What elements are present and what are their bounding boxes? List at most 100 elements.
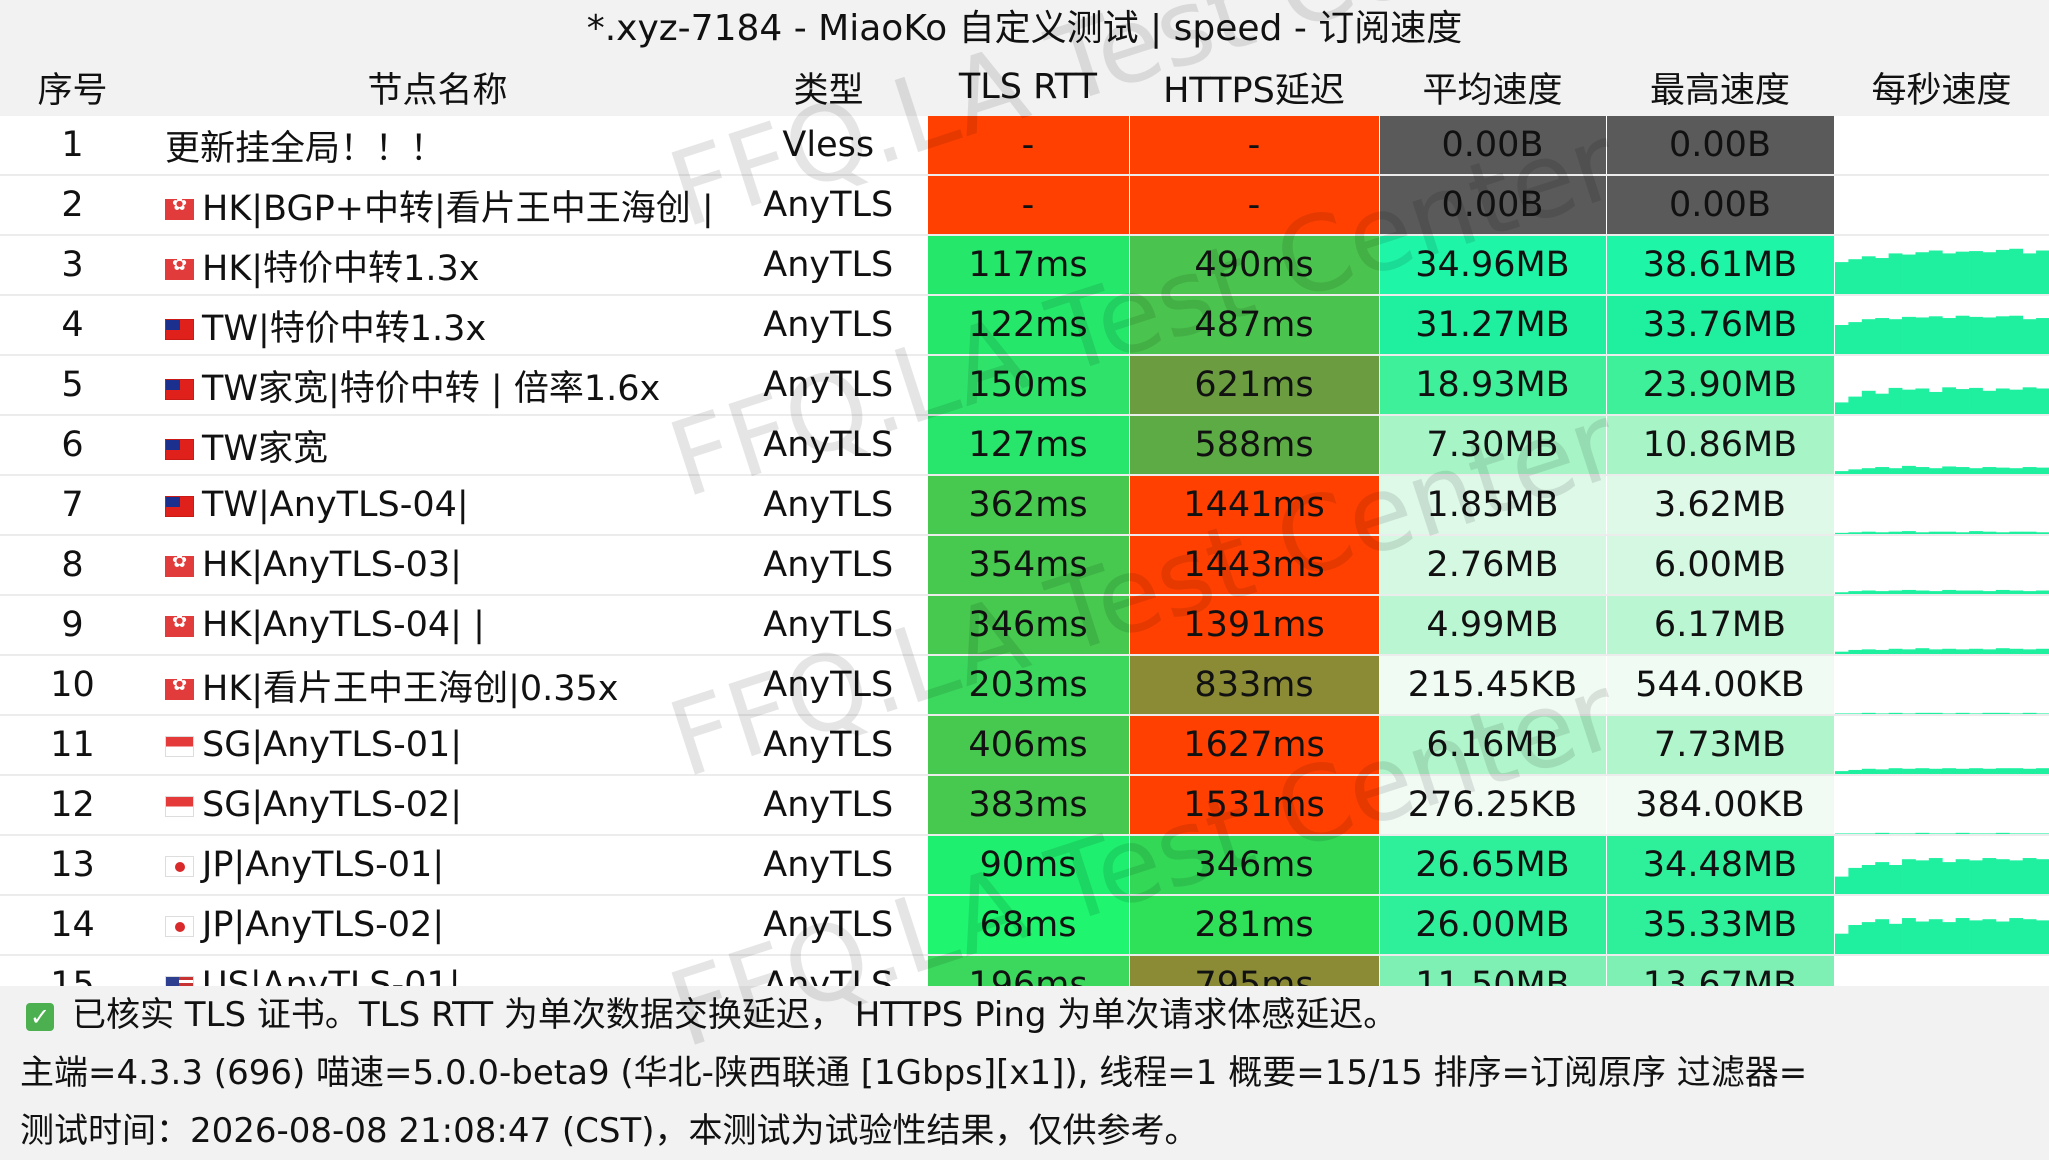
sparkline-bar: [1914, 860, 1929, 893]
node-name: SG|AnyTLS-01|: [202, 725, 463, 765]
node-name-cell: TW家宽|特价中转 | 倍率1.6x: [145, 355, 730, 416]
node-name: 更新挂全局！！！: [165, 128, 446, 169]
node-type: AnyTLS: [730, 775, 927, 836]
sparkline-bar: [1834, 402, 1849, 413]
sparkline-bar: [1874, 919, 1889, 953]
table-row[interactable]: 5 TW家宽|特价中转 | 倍率1.6x AnyTLS 150ms 621ms 18.93…: [0, 355, 2049, 416]
col-header-name[interactable]: 节点名称: [145, 58, 730, 116]
node-name-cell: SG|AnyTLS-01|: [145, 715, 730, 776]
sparkline-bar: [2022, 712, 2036, 713]
sparkline-bar: [1981, 467, 1996, 473]
node-name-cell: HK|AnyTLS-03|: [145, 535, 730, 596]
tls-rtt: 127ms: [926, 415, 1130, 476]
avg-speed: 2.76MB: [1378, 535, 1607, 596]
per-second-sparkline: [1834, 295, 2049, 356]
node-name: HK|BGP+中转|看片王中王海创 |: [202, 188, 714, 229]
sparkline-bar: [1981, 919, 1996, 953]
sparkline-bar: [1861, 833, 1875, 834]
sparkline-bar: [1955, 389, 1969, 413]
col-header-per-second-speed[interactable]: 每秒速度: [1834, 58, 2049, 116]
tls-rtt: 362ms: [926, 475, 1130, 536]
col-header-index[interactable]: 序号: [0, 58, 145, 116]
col-header-avg-speed[interactable]: 平均速度: [1379, 58, 1606, 116]
sparkline-bar: [1928, 649, 1943, 653]
sparkline-bar: [1834, 771, 1849, 773]
sparkline-bar: [1834, 262, 1849, 293]
table-row[interactable]: 6 TW家宽 AnyTLS 127ms 588ms 7.30MB 10.86MB: [0, 415, 2049, 476]
sparkline-bar: [1847, 532, 1862, 533]
table-row[interactable]: 1 更新挂全局！！！ Vless - -0.00B 0.00B: [0, 116, 2049, 176]
sparkline-chart: [1834, 768, 2049, 773]
sparkline-bar: [2022, 919, 2036, 953]
sparkline-bar: [1847, 259, 1862, 293]
node-name: HK|AnyTLS-04| |: [202, 605, 485, 645]
sparkline-bar: [1888, 253, 1902, 293]
node-name-cell: HK|BGP+中转|看片王中王海创 |: [145, 175, 730, 236]
sparkline-bar: [1914, 921, 1929, 953]
tls-rtt: -: [926, 175, 1130, 236]
sparkline-chart: [1834, 248, 2049, 293]
sparkline-bar: [1928, 591, 1943, 593]
avg-speed: 34.96MB: [1378, 235, 1607, 296]
table-row[interactable]: 10 HK|看片王中王海创|0.35x AnyTLS203ms833ms215.45…: [0, 655, 2049, 716]
table-row[interactable]: 12 SG|AnyTLS-02| AnyTLS 383ms 1531ms 276.25KB…: [0, 775, 2049, 836]
node-type: AnyTLS: [730, 535, 927, 596]
header-row: 序号 节点名称 类型 TLS RTT HTTPS延迟 平均速度 最高速度 每秒速…: [0, 58, 2049, 116]
table-row[interactable]: 7 TW|AnyTLS-04| AnyTLS 362ms 1441ms 1.85MB 3.6…: [0, 475, 2049, 536]
sparkline-bar: [1901, 254, 1916, 293]
sparkline-bar: [2035, 467, 2049, 473]
table-row[interactable]: 8 HK|AnyTLS-03| AnyTLS354ms1443ms2.76MB6.0…: [0, 535, 2049, 596]
sparkline-bar: [2008, 860, 2023, 893]
col-header-https-latency[interactable]: HTTPS延迟: [1129, 58, 1379, 116]
sparkline-bar: [1969, 713, 1983, 714]
node-type: AnyTLS: [730, 415, 927, 476]
table-row[interactable]: 13 JP|AnyTLS-01| AnyTLS 90ms 346ms 26.65MB 34.…: [0, 835, 2049, 896]
avg-speed: 4.99MB: [1378, 595, 1607, 656]
node-name: HK|特价中转1.3x: [202, 248, 480, 289]
col-header-tls-rtt[interactable]: TLS RTT: [927, 58, 1129, 116]
sparkline-bar: [2008, 315, 2023, 353]
flag-hk-icon: [165, 254, 194, 280]
sparkline-bar: [1848, 713, 1862, 714]
col-header-type[interactable]: 类型: [730, 58, 927, 116]
sparkline-bar: [1995, 768, 2010, 773]
results-table: 序号 节点名称 类型 TLS RTT HTTPS延迟 平均速度 最高速度 每秒速…: [0, 58, 2049, 1016]
sparkline-bar: [1834, 876, 1849, 893]
sparkline-bar: [1928, 833, 1942, 834]
sparkline-bar: [1861, 256, 1876, 293]
sparkline-bar: [1955, 918, 1969, 953]
avg-speed: 26.65MB: [1378, 835, 1607, 896]
sparkline-chart: [1835, 116, 2049, 174]
sparkline-bar: [1928, 768, 1943, 773]
sparkline-bar: [1834, 933, 1849, 953]
sparkline-bar: [1874, 862, 1889, 893]
sparkline-chart: [1861, 832, 2010, 834]
row-index: 3: [0, 235, 145, 296]
table-row[interactable]: 9 HK|AnyTLS-04| | AnyTLS346ms1391ms4.99MB6…: [0, 595, 2049, 656]
https-latency: 281ms: [1128, 895, 1380, 956]
table-row[interactable]: 11 SG|AnyTLS-01| AnyTLS 406ms 1627ms 6.16MB 7.…: [0, 715, 2049, 776]
table-row[interactable]: 3 HK|特价中转1.3x AnyTLS117ms490ms34.96MB38.61…: [0, 235, 2049, 296]
max-speed: 384.00KB: [1605, 775, 1835, 836]
sparkline-bar: [1955, 532, 1969, 533]
sparkline-chart: [1834, 858, 2049, 893]
table-row[interactable]: 14 JP|AnyTLS-02| AnyTLS 68ms 281ms 26.00MB 35.…: [0, 895, 2049, 956]
https-latency: 1627ms: [1128, 715, 1380, 776]
sparkline-bar: [1928, 531, 1943, 533]
sparkline-bar: [1995, 467, 2010, 473]
tls-rtt: -: [926, 116, 1130, 176]
col-header-max-speed[interactable]: 最高速度: [1606, 58, 1834, 116]
sparkline-bar: [1861, 590, 1876, 593]
node-name: SG|AnyTLS-02|: [202, 785, 463, 825]
table-row[interactable]: 4 TW|特价中转1.3x AnyTLS 122ms 487ms 31.27MB 33.76…: [0, 295, 2049, 356]
footer-info: 主端=4.3.3 (696) 喵速=5.0.0-beta9 (华北-陕西联通 […: [0, 1044, 2049, 1102]
node-name: TW|特价中转1.3x: [202, 308, 487, 349]
sparkline-bar: [1914, 317, 1929, 353]
max-speed: 38.61MB: [1605, 235, 1835, 296]
sparkline-bar: [2008, 648, 2023, 653]
sparkline-bar: [1914, 768, 1929, 773]
per-second-sparkline: [1834, 415, 2049, 476]
sparkline-bar: [1942, 833, 1956, 834]
sparkline-bar: [1955, 832, 1969, 833]
